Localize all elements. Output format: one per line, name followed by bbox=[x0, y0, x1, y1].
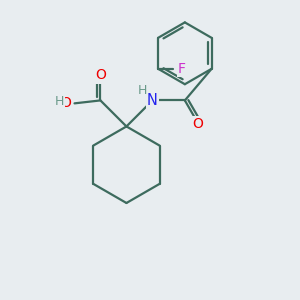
Text: N: N bbox=[147, 93, 158, 108]
Text: H: H bbox=[137, 84, 147, 97]
Text: F: F bbox=[178, 62, 186, 76]
Text: O: O bbox=[61, 96, 72, 110]
Text: O: O bbox=[95, 68, 106, 83]
Text: O: O bbox=[192, 117, 203, 131]
Text: H: H bbox=[55, 95, 64, 108]
